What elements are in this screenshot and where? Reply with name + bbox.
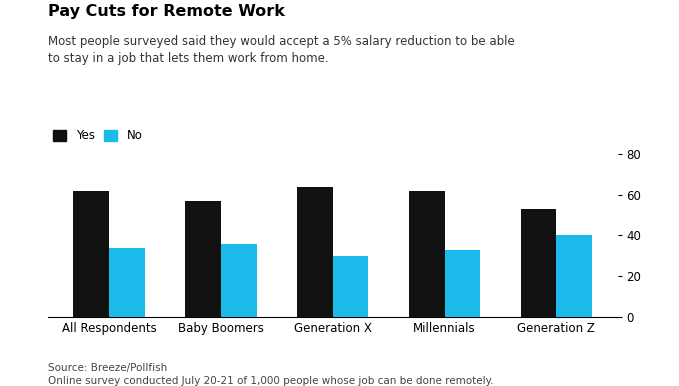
Text: Most people surveyed said they would accept a 5% salary reduction to be able
to : Most people surveyed said they would acc… xyxy=(48,35,514,65)
Text: Pay Cuts for Remote Work: Pay Cuts for Remote Work xyxy=(48,4,285,19)
Text: Source: Breeze/Pollfish
Online survey conducted July 20-21 of 1,000 people whose: Source: Breeze/Pollfish Online survey co… xyxy=(48,363,493,386)
Bar xyxy=(409,191,445,317)
Legend: Yes, No: Yes, No xyxy=(54,129,143,142)
Bar xyxy=(109,248,145,317)
Bar xyxy=(297,187,333,317)
Bar xyxy=(333,256,369,317)
Bar xyxy=(445,250,480,317)
Bar xyxy=(73,191,109,317)
Bar xyxy=(556,235,592,317)
Bar xyxy=(221,244,257,317)
Bar xyxy=(185,201,221,317)
Bar xyxy=(521,209,556,317)
